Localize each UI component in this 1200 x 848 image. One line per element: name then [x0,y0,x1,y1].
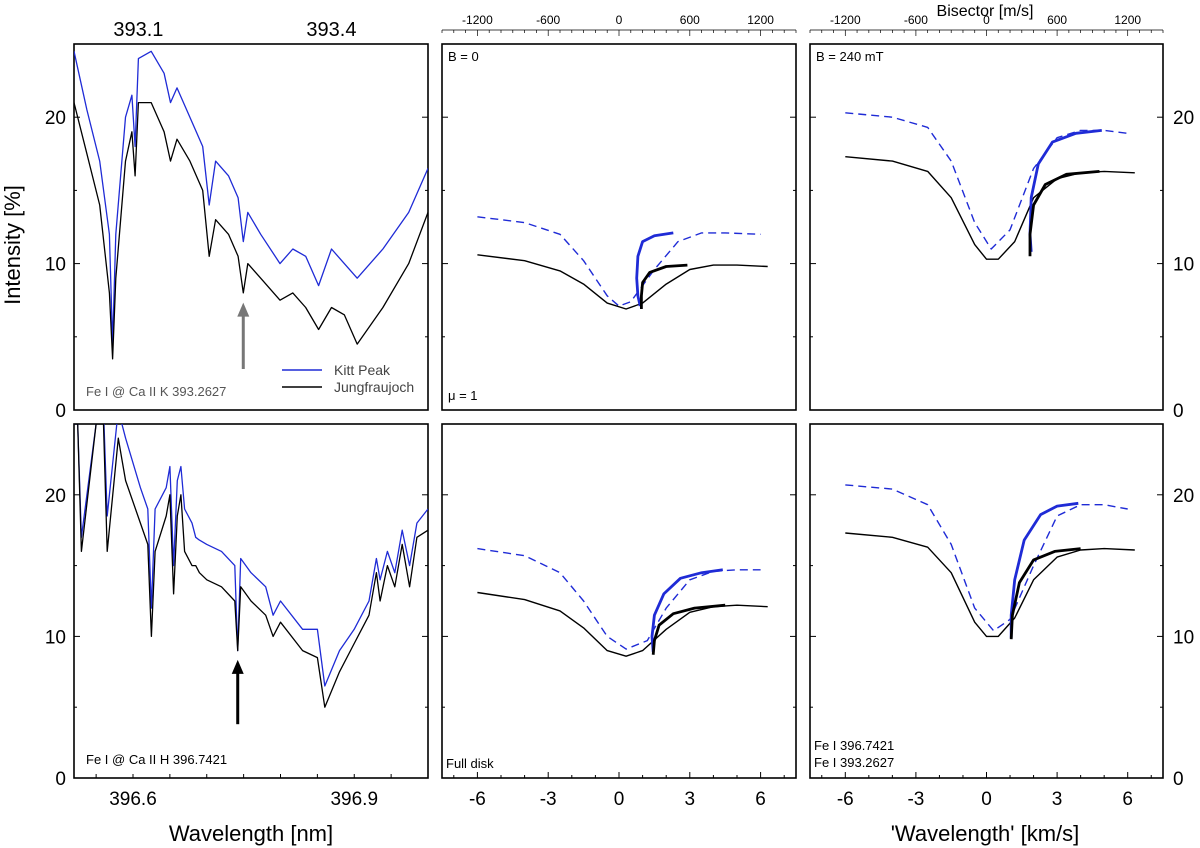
y-tick-label: 10 [1173,255,1194,276]
series-group [74,50,428,360]
x-tick-label: 396.9 [330,789,378,810]
x-tick-label: -6 [469,789,486,810]
bisector-tick-label: 600 [1047,13,1067,27]
plot-frame [441,43,797,411]
y-tick-label: 0 [1173,401,1184,422]
y-tick-label: 20 [45,486,66,507]
series-jungfraujoch-line [74,424,428,708]
series-group [477,216,768,310]
x-tick-label: 396.6 [109,789,157,810]
panel-annotation: Fe I @ Ca II K 393.2627 [86,384,226,399]
series-kitt-peak-line [74,424,428,687]
y-tick-label: 10 [45,627,66,648]
bisector-tick-label: -1200 [462,13,493,27]
top-tick-label: 393.1 [113,19,163,41]
series-group [845,112,1135,260]
top-tick-label: 393.4 [306,19,356,41]
legend-label: Jungfraujoch [334,379,414,395]
series-dashed-line [845,484,1128,632]
series-bisector-line [1009,501,1079,638]
series-bisector-line [640,263,688,309]
series-kitt-peak-line [74,50,428,345]
panel-annotation: μ = 1 [448,388,478,403]
panel-annotation: Full disk [446,756,494,771]
chart-panel-profile-b240-disk: 0 10 20 -6 -3 0 3 6 Fe I 396.7421 Fe I 393.2627 [809,423,1194,810]
x-tick-label: 6 [755,789,766,810]
plot-frame [73,423,429,779]
series-jungfraujoch-line [74,101,428,360]
y-axis-label: Intensity [%] [0,185,25,305]
x-tick-label: -6 [837,789,854,810]
bisector-tick-label: 1200 [747,13,774,27]
legend-label: Kitt Peak [334,362,391,378]
x-tick-label: -3 [907,789,924,810]
panel-annotation: B = 240 mT [816,49,884,64]
panel-annotation: Fe I @ Ca II H 396.7421 [86,752,227,767]
panel-annotation: Fe I 396.7421 [814,738,894,753]
panel-annotation: Fe I 393.2627 [814,755,894,770]
bisector-tick-label: 0 [616,13,623,27]
y-tick-label: 0 [1173,769,1184,790]
chart-panel-spectrum-ca-h: 0 10 20 396.6 396.9 Fe I @ Ca II H 396.7421 [45,423,429,810]
y-tick-label: 20 [45,108,66,129]
panel-annotation: B = 0 [448,49,479,64]
x-axis-label-left: Wavelength [nm] [169,821,333,846]
top-axis-label: Bisector [m/s] [937,3,1034,20]
bisector-tick-label: -600 [904,13,928,27]
plot-frame [809,43,1164,411]
x-tick-label: 3 [685,789,696,810]
arrow-marker-head [231,659,244,674]
bisector-tick-label: -600 [536,13,560,27]
series-group [477,547,768,657]
x-tick-label: 6 [1122,789,1133,810]
arrow-marker-head [237,302,250,317]
series-bisector-line [1028,170,1100,257]
series-bisector-line [651,603,726,655]
plot-frame [809,423,1164,779]
x-tick-label: 0 [614,789,625,810]
y-tick-label: 20 [1173,486,1194,507]
x-tick-label: 3 [1052,789,1063,810]
series-group [74,424,428,708]
plot-frame [441,423,797,779]
series-group [845,484,1135,640]
y-tick-label: 10 [1173,627,1194,648]
bisector-tick-label: 0 [983,13,990,27]
bisector-tick-label: 1200 [1114,13,1141,27]
series-bisector-line [1009,547,1081,640]
series-solid-line [845,532,1135,638]
y-tick-label: 10 [45,255,66,276]
series-dashed-line [845,112,1128,250]
chart-panel-profile-b0-disk: -6 -3 0 3 6 Full disk [441,423,797,810]
series-bisector-line [635,231,674,307]
y-tick-label: 0 [55,401,66,422]
y-tick-label: 20 [1173,108,1194,129]
plot-frame [73,43,429,411]
bisector-tick-label: 600 [680,13,700,27]
chart-panel-profile-b0-center: -1200 -600 0 600 1200 B = 0 μ = 1 [441,13,797,411]
x-tick-label: -3 [540,789,557,810]
chart-panel-spectrum-ca-k: 0 10 20 393.1 393.4 Fe I @ Ca II K 393.2627 Ki… [45,19,429,422]
series-bisector-line [650,568,723,653]
series-dashed-line [477,216,761,307]
y-tick-label: 0 [55,769,66,790]
series-solid-line [477,254,768,310]
chart-panel-profile-b240-center: 0 10 20 -1200 -600 0 600 1200 B = 240 mT [809,13,1194,422]
x-axis-label-right: 'Wavelength' [km/s] [891,821,1080,846]
x-tick-label: 0 [981,789,992,810]
bisector-tick-label: -1200 [830,13,861,27]
